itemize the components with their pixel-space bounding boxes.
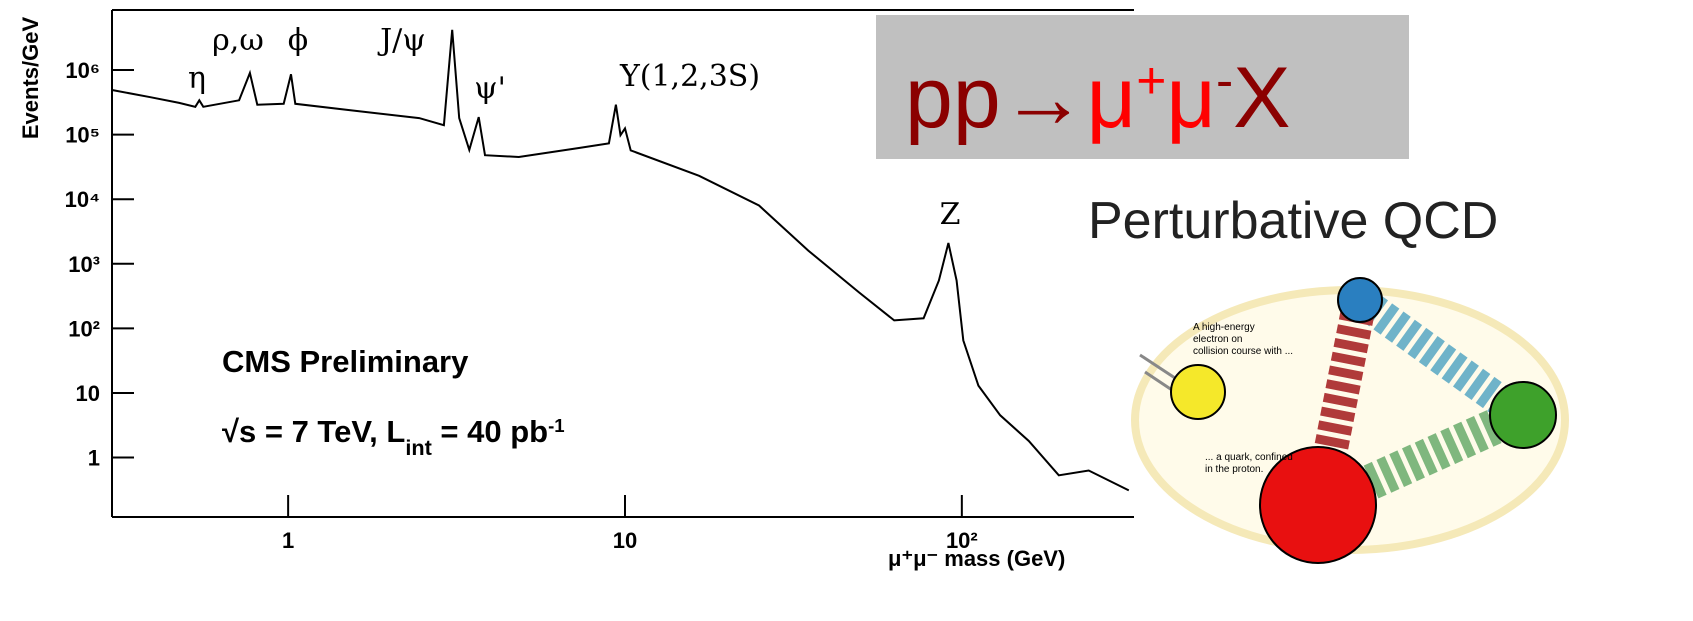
x-tick-label: 10	[613, 528, 637, 553]
caption-line: electron on	[1193, 334, 1242, 345]
text-segment: -1	[548, 415, 565, 436]
x-axis-title: μ⁺μ⁻ mass (GeV)	[888, 546, 1065, 571]
y-tick-label: 10⁵	[65, 123, 100, 148]
y-tick-label: 1	[88, 446, 100, 471]
peak-label: ρ,ω	[212, 23, 264, 58]
quark-red	[1259, 446, 1377, 564]
peak-label: Z	[940, 197, 961, 232]
cartoon-caption: A high-energy electron on collision course…	[1193, 322, 1293, 357]
x-tick-label: 1	[282, 528, 294, 553]
text-segment: pp→	[905, 50, 1087, 146]
spectrum	[111, 29, 1130, 492]
text-segment: X	[1233, 50, 1290, 146]
y-tick-label: 10⁶	[65, 58, 100, 83]
caption-line: in the proton.	[1205, 464, 1263, 475]
peak-label: J/ψ	[377, 23, 426, 58]
caption-line: ... a quark, confined	[1205, 452, 1293, 463]
caption-line: A high-energy	[1193, 322, 1255, 333]
electron	[1170, 364, 1226, 420]
peak-label: ψ'	[474, 71, 506, 106]
x-tick-label: 10²	[946, 528, 978, 553]
text-segment: = 40 pb	[432, 414, 548, 449]
y-tick-label: 10²	[68, 316, 100, 341]
text-segment: μ	[1087, 50, 1137, 146]
lumi-label: √s = 7 TeV, Lint = 40 pb-1	[222, 414, 565, 460]
text-segment: μ	[1166, 50, 1216, 146]
reaction: pp→μ+μ-X	[905, 50, 1291, 146]
caption-line: collision course with ...	[1193, 346, 1293, 357]
peak-label: Υ(1,2,3S)	[619, 59, 760, 94]
motion-line	[1144, 370, 1173, 392]
y-tick-label: 10³	[68, 252, 100, 277]
text-segment: √s = 7 TeV, L	[222, 414, 405, 449]
y-tick-label: 10	[76, 381, 100, 406]
experiment-label: CMS Preliminary	[222, 344, 469, 379]
chart: Events/GeV μ⁺μ⁻ mass (GeV) CMS Prelimina…	[18, 9, 1134, 571]
y-tick-label: 10⁴	[65, 187, 100, 212]
peak-label: η	[188, 61, 206, 96]
gluon-spring	[1350, 287, 1530, 428]
text-segment: -	[1216, 51, 1233, 109]
peak-label: ϕ	[288, 23, 308, 58]
text-segment: int	[405, 435, 432, 460]
cartoon-caption: ... a quark, confined in the proton.	[1205, 452, 1293, 475]
reaction-box	[876, 15, 1409, 159]
text-segment: +	[1136, 51, 1166, 109]
y-axis-title: Events/GeV	[18, 17, 43, 140]
cartoon	[1131, 277, 1569, 564]
quark-blue	[1337, 277, 1383, 323]
subtitle: Perturbative QCD	[1088, 192, 1498, 250]
motion-line	[1139, 353, 1176, 380]
quark-green	[1489, 381, 1557, 449]
